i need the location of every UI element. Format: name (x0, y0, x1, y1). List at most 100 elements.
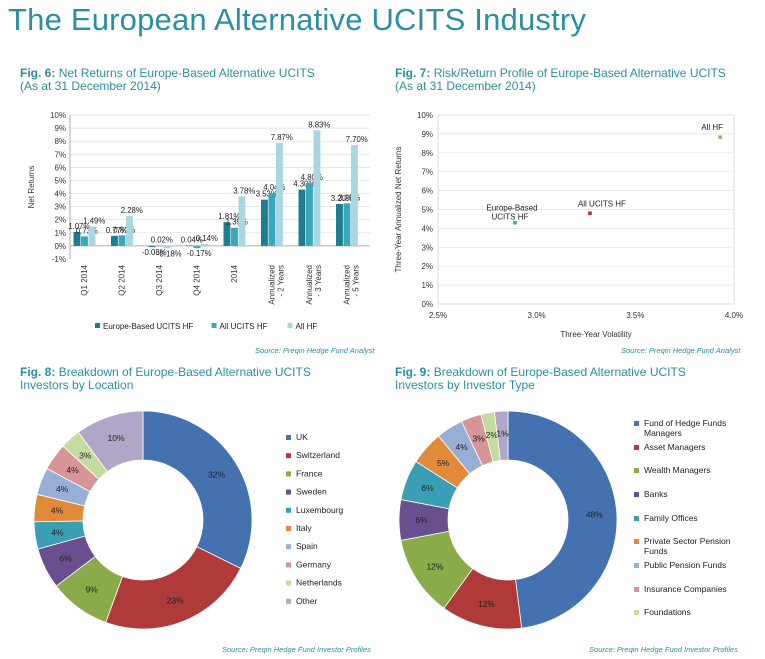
fig7-ytick-label: 0% (421, 300, 433, 309)
fig6-data-label: 3.53% (256, 190, 278, 199)
fig6-bar (118, 235, 126, 246)
fig6-data-label: 0.04% (181, 235, 203, 244)
fig8-legend-label: Italy (296, 523, 312, 533)
fig6-bar (276, 142, 283, 246)
fig6-data-label: -0.18% (157, 249, 182, 258)
fig7-label: Fig. 7: (395, 66, 431, 80)
fig6-data-label: 1.81% (218, 212, 240, 221)
fig9-slice-label: 1% (496, 429, 509, 439)
fig7-point-label: All HF (701, 123, 723, 132)
fig9-slice-label: 2% (486, 430, 499, 440)
fig8-legend-label: Sweden (296, 487, 327, 497)
fig6-data-label: 0.73% (76, 226, 98, 235)
fig6-data-label: 4.30% (293, 180, 315, 189)
fig8-slice (77, 410, 144, 473)
fig8-legend-swatch (286, 580, 291, 586)
fig8-slice-label: 4% (51, 505, 64, 515)
fig7-ytick-label: 9% (421, 130, 433, 139)
fig6-bar (81, 236, 88, 246)
fig7-ytick-label: 7% (421, 168, 433, 177)
fig8-slice-label: 4% (56, 484, 69, 494)
fig6-bar (88, 226, 96, 246)
fig7-source: Source: Preqin Hedge Fund Analyst (621, 346, 741, 355)
fig9-slice-label: 3% (473, 434, 486, 444)
fig6-bar (298, 189, 306, 246)
fig9-legend-label: Managers (644, 428, 682, 438)
fig6-data-label: 1.49% (83, 216, 105, 225)
fig6-data-label: 3.78% (233, 186, 255, 195)
fig8-legend-label: France (296, 468, 323, 478)
fig8-slice-label: 4% (66, 465, 79, 475)
fig9-legend-label: Family Offices (644, 513, 698, 523)
fig6-bar (238, 196, 246, 246)
fig8-legend-label: Other (296, 596, 317, 606)
fig8-legend-label: Germany (296, 559, 332, 569)
fig6-ytick-label: 4% (54, 190, 66, 199)
fig6-data-label: 8.83% (308, 120, 330, 129)
fig6-bar (313, 130, 321, 246)
fig6-bar (231, 227, 238, 246)
fig6-caption: Fig. 6: Net Returns of Europe-Based Alte… (20, 67, 315, 93)
fig9-legend-label: Banks (644, 489, 668, 499)
fig6-bar (351, 145, 358, 246)
fig6-ytick-label: 5% (54, 176, 66, 185)
fig6-data-label: 0.77% (106, 226, 128, 235)
fig6-category-label: Q3 2014 (155, 264, 164, 295)
fig7-point (718, 135, 722, 139)
fig6-bar (73, 231, 81, 246)
fig7-point (588, 211, 592, 216)
fig8-label: Fig. 8: (20, 365, 56, 379)
fig8-legend-swatch (286, 598, 291, 604)
fig7-ytick-label: 4% (421, 224, 433, 233)
fig8-slice-label: 6% (59, 553, 72, 563)
fig6-y-axis-label: Net Returns (27, 166, 36, 209)
fig6-category-label: Q1 2014 (80, 264, 89, 295)
fig9-slice-label: 12% (478, 599, 495, 609)
fig6-category-label: Annualized (267, 265, 276, 305)
fig6-bar (186, 245, 193, 246)
fig6-category-label: Q4 2014 (192, 264, 201, 295)
fig8-legend-label: UK (296, 432, 308, 442)
fig9-legend-swatch (634, 468, 639, 473)
fig6-bar (261, 199, 268, 246)
fig8-legend-label: Luxembourg (296, 505, 344, 515)
fig6-data-label: 1.39% (226, 218, 248, 227)
fig9-slice (493, 410, 509, 461)
fig7-xtick-label: 2.5% (429, 311, 447, 320)
fig8-slice-label: 32% (208, 469, 225, 479)
fig8-title: Breakdown of Europe-Based Alternative UC… (58, 365, 311, 379)
fig9-title: Breakdown of Europe-Based Alternative UC… (433, 365, 686, 379)
fig6-data-label: 4.04% (263, 183, 285, 192)
fig8-legend-label: Switzerland (296, 450, 340, 460)
fig7-title: Risk/Return Profile of Europe-Based Alte… (433, 66, 726, 80)
fig6-bar (163, 245, 171, 249)
fig6-category-label: Annualized (305, 265, 314, 305)
fig6-bar (201, 244, 208, 246)
fig9-slice-label: 12% (426, 561, 443, 571)
fig7-point-label: Europe-Based (486, 204, 537, 213)
fig6-subtitle: (As at 31 December 2014) (20, 79, 161, 93)
fig7-ytick-label: 5% (421, 206, 433, 215)
fig6-ytick-label: -1% (52, 255, 66, 264)
fig8-legend-label: Spain (296, 541, 318, 551)
fig9-legend-label: Private Sector Pension (644, 536, 731, 546)
fig9-legend-swatch (634, 563, 639, 568)
fig9-slice-label: 48% (586, 510, 603, 520)
fig7-xtick-label: 3.0% (528, 311, 546, 320)
fig6-data-label: 7.87% (271, 133, 293, 142)
fig6-legend-swatch (287, 323, 293, 328)
fig7-ytick-label: 8% (421, 149, 433, 158)
fig6-legend-label: All HF (296, 322, 318, 331)
fig9-legend-swatch (634, 492, 639, 497)
fig6-bar (193, 245, 201, 249)
fig9-caption: Fig. 9: Breakdown of Europe-Based Altern… (395, 366, 686, 392)
fig8-slice-label: 4% (51, 527, 64, 537)
fig6-bar (148, 245, 156, 247)
fig6-data-label: 1.07% (68, 222, 90, 231)
fig6-ytick-label: 1% (54, 229, 66, 238)
fig6-bar (126, 216, 133, 246)
fig6-label: Fig. 6: (20, 66, 56, 80)
fig7-ytick-label: 10% (417, 111, 433, 120)
fig8-legend-swatch (286, 544, 291, 550)
fig6-data-label: 3.20% (331, 194, 353, 203)
